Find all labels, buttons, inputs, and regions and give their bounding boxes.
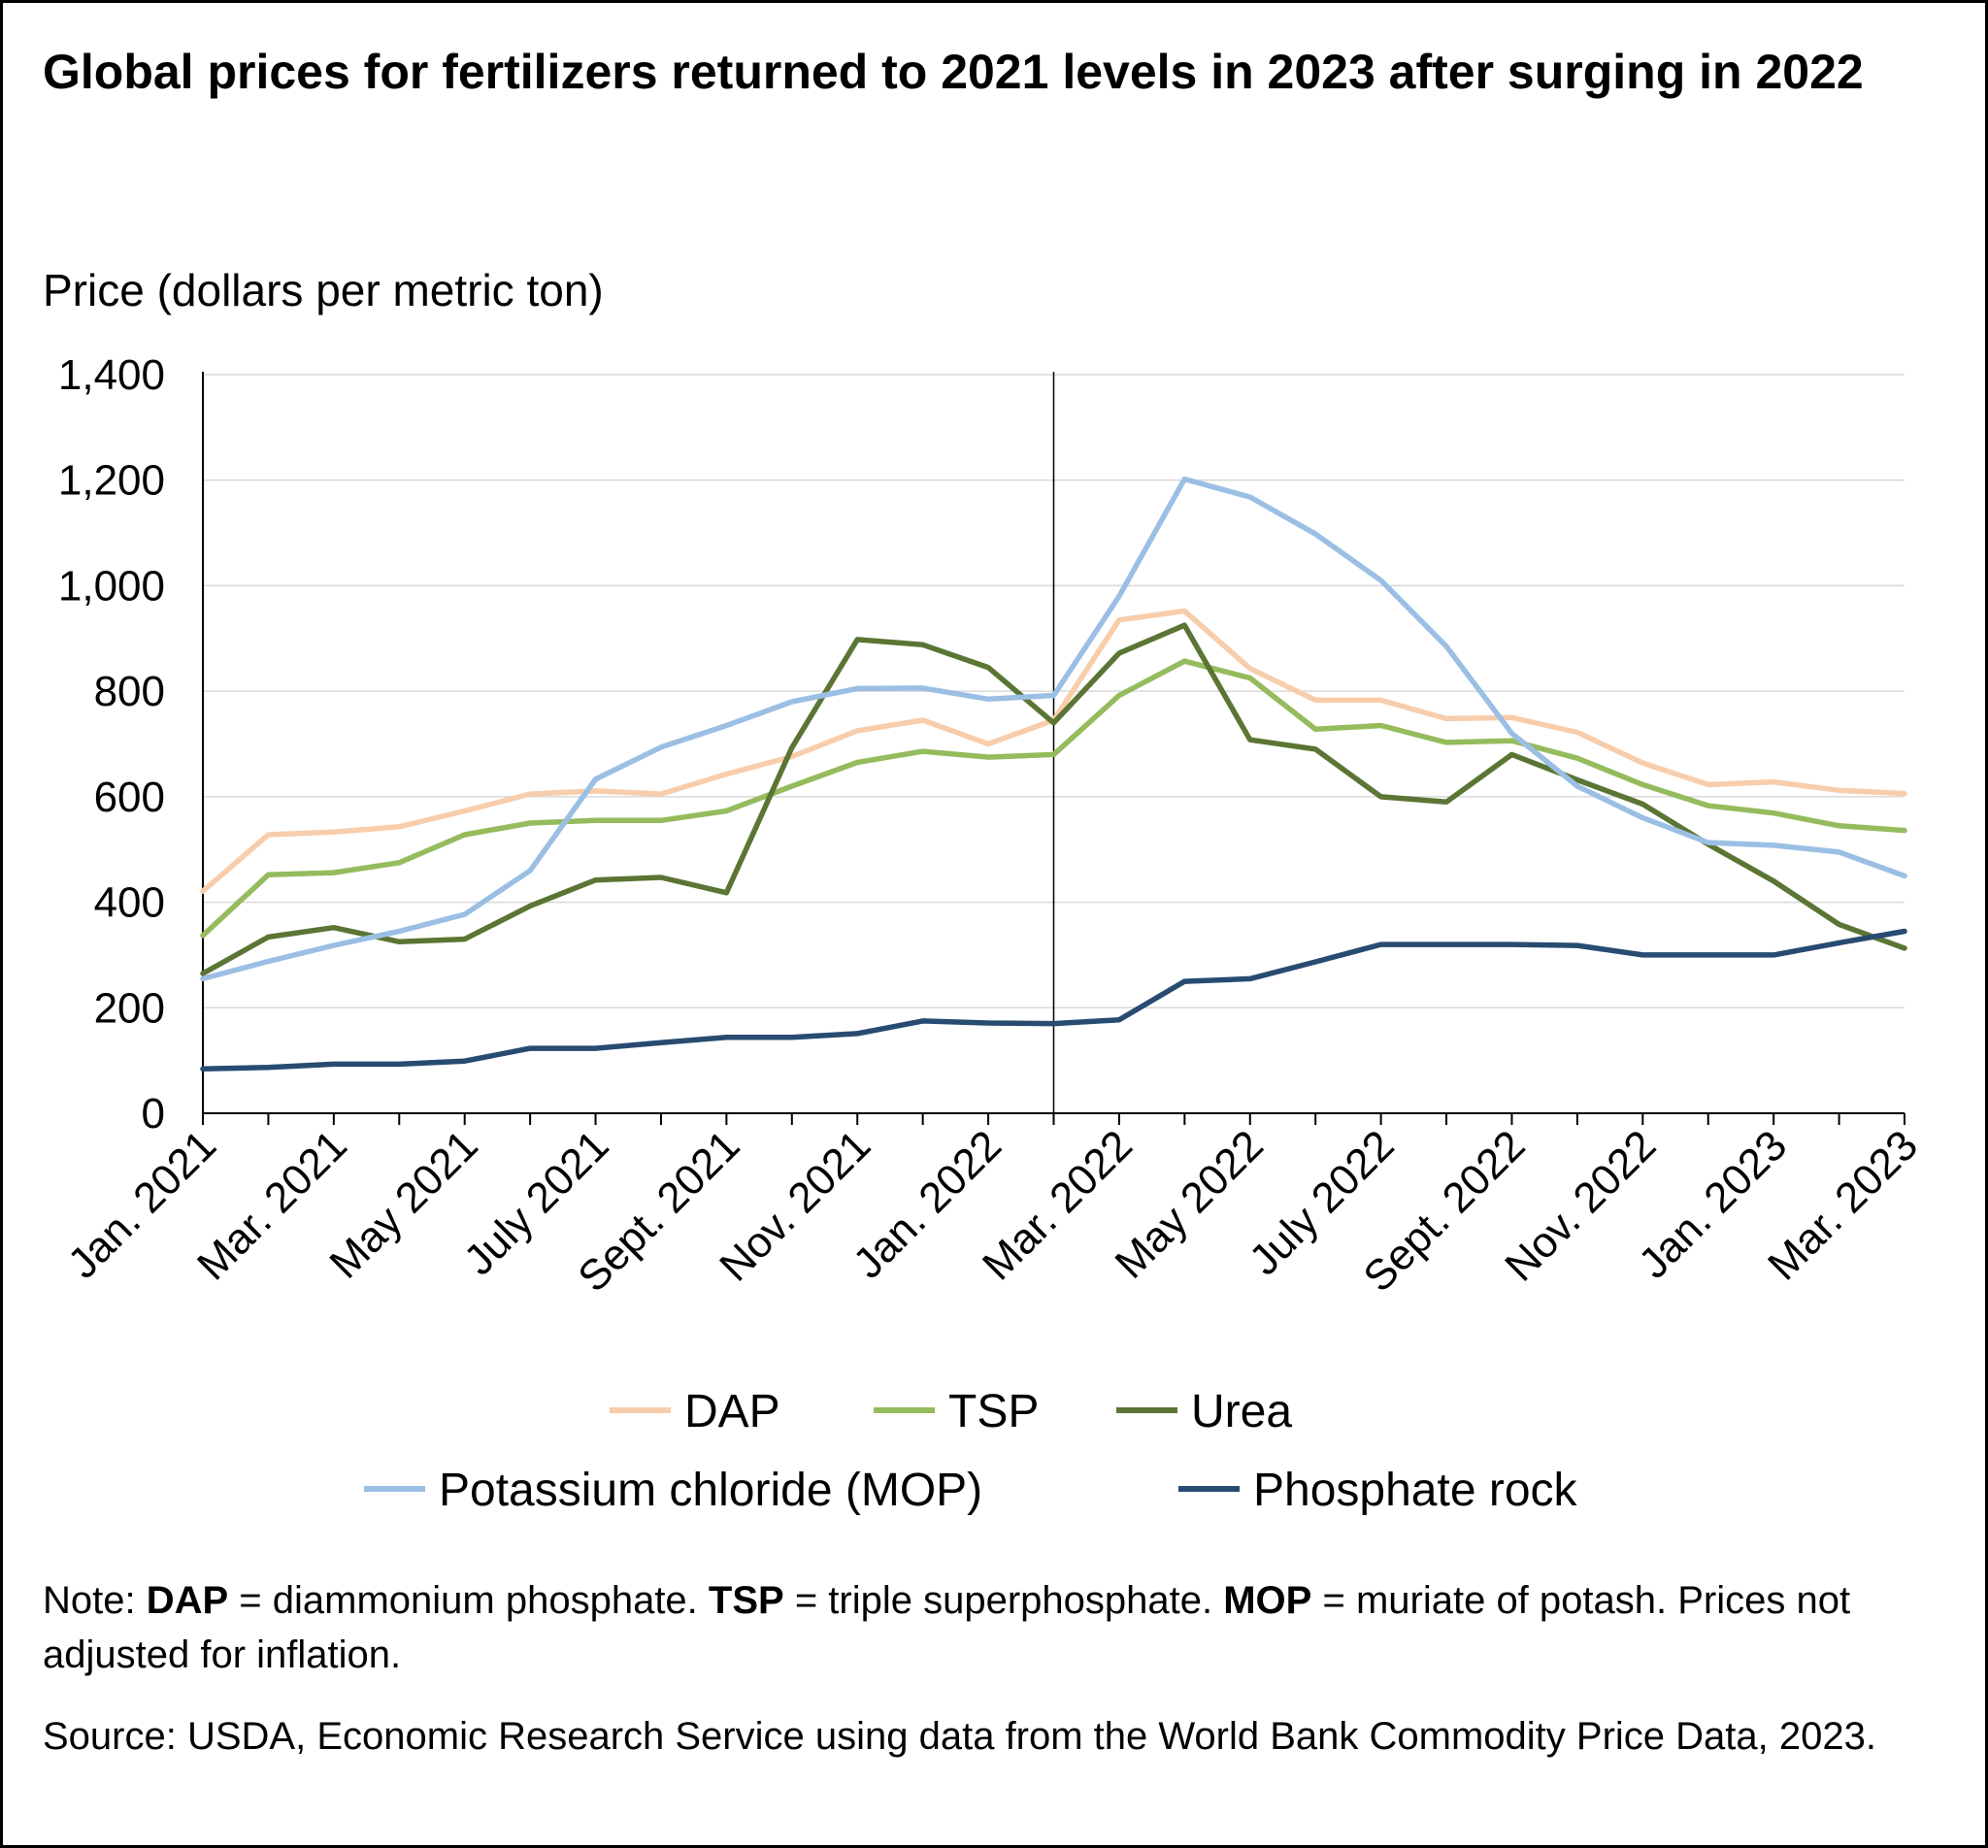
legend-label: Phosphate rock bbox=[1253, 1465, 1578, 1516]
note-dap-def: = diammonium phosphate. bbox=[228, 1579, 709, 1622]
y-tick-label: 400 bbox=[94, 879, 165, 927]
series-line bbox=[200, 476, 1907, 982]
y-axis-label: Price (dollars per metric ton) bbox=[43, 265, 604, 315]
note-mop-def: = muriate of potash. Prices not adjusted… bbox=[43, 1579, 1851, 1676]
note-tsp-def: = triple superphosphate. bbox=[783, 1579, 1224, 1622]
axes bbox=[202, 372, 1905, 1114]
legend-label: TSP bbox=[948, 1386, 1039, 1437]
legend-label: DAP bbox=[684, 1386, 780, 1437]
series-line bbox=[200, 622, 1907, 976]
note-mop-abbr: MOP bbox=[1223, 1579, 1312, 1622]
series-line bbox=[200, 928, 1907, 1072]
note-prefix: Note: bbox=[43, 1579, 147, 1622]
series-lines bbox=[200, 476, 1907, 1072]
y-axis-ticks: 0 200 400 600 800 1,000 1,200 1,400 bbox=[58, 351, 165, 1138]
chart-title: Global prices for fertilizers returned t… bbox=[43, 45, 1864, 99]
y-tick-label: 800 bbox=[94, 668, 165, 715]
legend: DAP TSP Urea Potassium chloride (MOP) Phosph… bbox=[364, 1386, 1578, 1516]
note-dap-abbr: DAP bbox=[146, 1579, 229, 1622]
note-tsp-abbr: TSP bbox=[708, 1579, 784, 1622]
y-tick-label: 1,400 bbox=[58, 351, 165, 399]
y-tick-label: 0 bbox=[142, 1090, 165, 1138]
note: Note: DAP = diammonium phosphate. TSP = … bbox=[43, 1573, 1945, 1682]
y-tick-label: 1,200 bbox=[58, 457, 165, 505]
y-tick-label: 600 bbox=[94, 774, 165, 821]
legend-label: Urea bbox=[1191, 1386, 1292, 1437]
y-tick-label: 1,000 bbox=[58, 562, 165, 610]
source: Source: USDA, Economic Research Service … bbox=[43, 1715, 1876, 1758]
y-tick-label: 200 bbox=[94, 984, 165, 1032]
series-line bbox=[200, 658, 1907, 939]
legend-label: Potassium chloride (MOP) bbox=[439, 1465, 982, 1516]
